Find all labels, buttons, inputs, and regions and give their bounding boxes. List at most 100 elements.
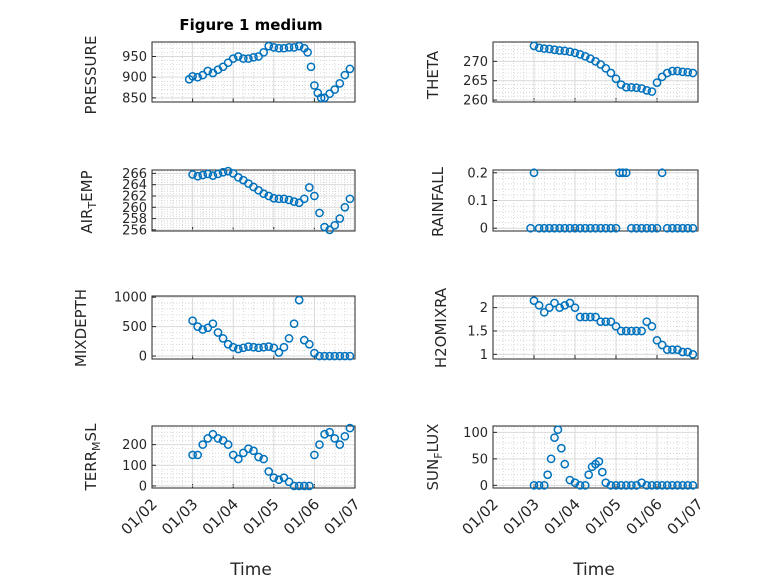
y-tick-label: 0: [139, 350, 147, 365]
y-tick-label: 258: [122, 212, 147, 227]
data-point: [668, 223, 677, 233]
data-point: [550, 223, 559, 233]
data-point: [529, 481, 539, 490]
data-point: [249, 446, 258, 456]
data-point: [632, 326, 641, 336]
data-point: [335, 351, 345, 361]
data-point: [203, 434, 213, 443]
data-point: [239, 343, 248, 353]
data-point: [668, 66, 677, 76]
data-point: [678, 481, 687, 490]
data-point: [233, 454, 243, 464]
data-point: [637, 326, 646, 336]
data-point: [269, 343, 279, 353]
data-point: [662, 223, 672, 233]
data-point: [611, 321, 621, 331]
data-point: [254, 452, 263, 462]
x-tick-label: 01/04: [199, 495, 242, 538]
data-point: [264, 342, 274, 351]
data-point: [188, 316, 197, 326]
data-point: [330, 85, 340, 94]
data-point: [611, 481, 621, 490]
data-point: [575, 50, 585, 59]
data-point: [315, 440, 324, 449]
y-tick-label: 0: [480, 479, 488, 494]
data-point: [673, 345, 682, 355]
data-point: [233, 344, 243, 354]
x-tick-label: 01/03: [500, 495, 543, 538]
data-point: [188, 170, 197, 179]
data-point: [657, 340, 667, 350]
data-point: [325, 351, 334, 361]
data-point: [264, 191, 274, 201]
y-tick-label: 270: [463, 55, 488, 70]
data-point: [688, 349, 698, 359]
y-tick-label: 50: [471, 452, 488, 467]
y-tick-label: 256: [122, 223, 147, 238]
data-point: [529, 168, 539, 178]
data-point: [555, 46, 564, 55]
data-point: [203, 323, 213, 333]
data-point: [213, 434, 223, 443]
data-point: [539, 481, 549, 490]
data-point: [580, 223, 590, 233]
data-point: [565, 47, 575, 57]
data-point: [284, 334, 294, 343]
data-point: [584, 470, 594, 480]
data-point: [310, 450, 319, 460]
data-point: [208, 319, 218, 329]
data-point: [688, 481, 698, 490]
y-tick-label: 500: [122, 320, 147, 335]
data-point: [611, 223, 621, 233]
data-point: [316, 93, 326, 103]
data-point: [289, 481, 299, 491]
axes-box-h2omixra: [492, 295, 699, 360]
data-point: [330, 221, 340, 230]
data-point: [673, 223, 682, 233]
data-point: [335, 79, 345, 88]
data-point: [325, 225, 334, 235]
data-point: [560, 46, 570, 56]
data-point: [591, 312, 600, 322]
data-point: [218, 62, 228, 72]
data-point: [193, 72, 203, 82]
x-tick-label: 01/02: [118, 495, 161, 538]
data-point: [668, 345, 677, 355]
data-point: [678, 223, 687, 233]
axes-box-terr-msl: [151, 425, 356, 489]
subplot-pressure: 850 900 950: [122, 41, 356, 106]
y-tick-label: 260: [122, 201, 147, 216]
data-point: [269, 43, 279, 52]
data-point: [580, 312, 590, 322]
data-point: [218, 167, 228, 177]
data-point: [208, 429, 218, 439]
data-point: [193, 171, 203, 181]
x-tick-label: 01/02: [459, 495, 502, 538]
data-point: [688, 223, 698, 233]
data-point: [662, 345, 672, 355]
data-point: [570, 303, 580, 313]
data-point: [596, 223, 605, 233]
y-tick-label: 0.2: [467, 166, 488, 181]
data-point: [330, 351, 340, 361]
data-point: [325, 89, 334, 99]
axes-box-mixdepth: [151, 295, 356, 360]
data-point: [560, 300, 570, 310]
data-point: [254, 52, 263, 61]
y-axis-label-air-temp: AIRTEMP: [78, 170, 99, 233]
data-point: [627, 481, 636, 490]
data-point: [345, 64, 355, 74]
data-point: [294, 41, 304, 51]
data-point: [550, 298, 559, 308]
axes-box-theta: [492, 41, 699, 103]
data-point: [586, 312, 595, 322]
data-point: [320, 429, 329, 439]
data-point: [223, 440, 233, 449]
data-point: [259, 454, 268, 464]
data-point: [570, 48, 580, 58]
data-point: [678, 67, 687, 77]
y-axis-label-theta: THETA: [424, 50, 442, 100]
data-point: [683, 347, 693, 357]
data-point: [299, 481, 309, 491]
